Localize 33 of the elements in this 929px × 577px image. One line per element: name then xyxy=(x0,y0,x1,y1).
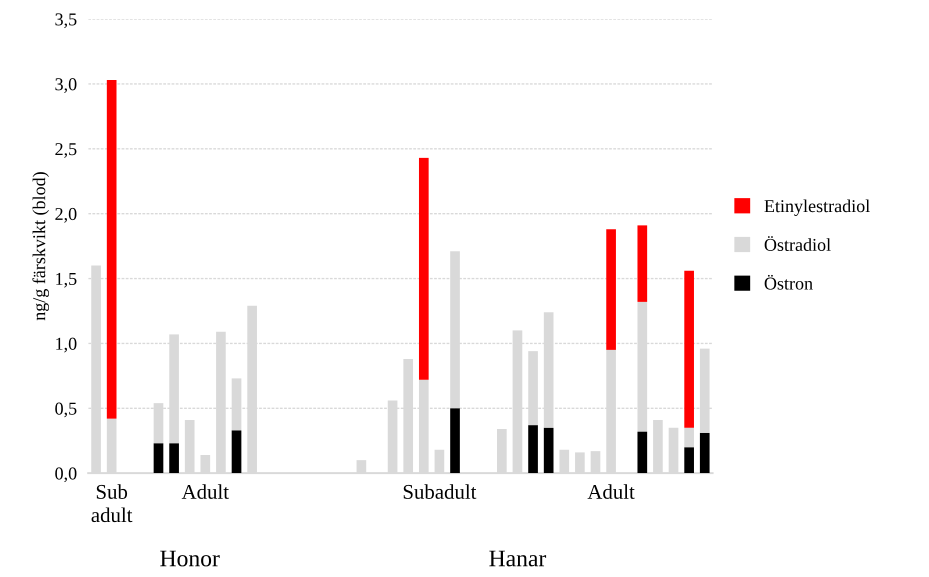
y-tick-label: 1,0 xyxy=(56,338,76,352)
legend-label: Etinylestradiol xyxy=(764,200,870,216)
bar xyxy=(606,229,616,350)
y-tick-label: 0,0 xyxy=(55,467,76,482)
bar xyxy=(418,158,429,380)
bar xyxy=(684,270,694,428)
bar xyxy=(637,225,648,302)
x-tick-label: Adult xyxy=(182,484,229,499)
bar xyxy=(637,432,648,474)
bar xyxy=(544,428,554,474)
y-tick-label: 3,0 xyxy=(55,78,76,93)
legend-label: Östradiol xyxy=(764,236,831,251)
bar xyxy=(684,428,694,448)
y-tick-label: 0,5 xyxy=(55,402,76,418)
legend-label: Östron xyxy=(764,274,813,290)
bar xyxy=(154,443,164,474)
text: Honor xyxy=(160,550,220,566)
bar xyxy=(700,432,710,474)
bar xyxy=(232,430,242,474)
y-tick-label: 2,5 xyxy=(55,143,76,158)
bar xyxy=(450,408,460,474)
bar xyxy=(169,443,179,474)
y-tick-label: 1,5 xyxy=(56,272,76,288)
x-tick-label: Sub adult xyxy=(92,484,132,522)
x-tick-label: Subadult xyxy=(404,484,476,499)
text: Hanar xyxy=(489,550,546,566)
x-tick-label: Adult xyxy=(588,484,635,499)
y-axis-title: ng/g färskvikt (blod) xyxy=(32,172,50,320)
bar xyxy=(106,80,117,419)
bar xyxy=(528,425,538,474)
bar xyxy=(684,447,694,474)
y-tick-label: 2,0 xyxy=(55,208,76,223)
y-tick-label: 3,5 xyxy=(55,13,76,28)
